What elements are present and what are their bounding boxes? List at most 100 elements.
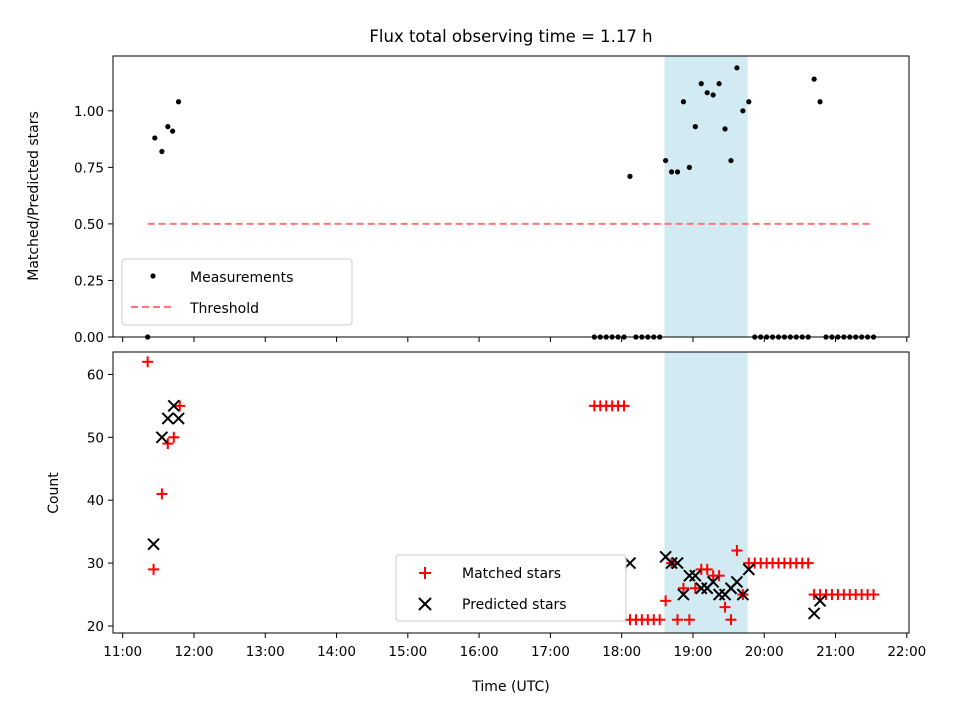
predicted-star-point: [730, 575, 744, 589]
y-tick-label: 50: [87, 430, 104, 446]
highlight-span: [664, 56, 748, 337]
x-tick-label: 21:00: [816, 644, 855, 660]
predicted-star-point: [161, 412, 175, 425]
matched-star-point: [156, 488, 168, 500]
matched-star-point: [672, 614, 684, 626]
x-tick-label: 20:00: [745, 644, 784, 660]
predicted-star-point: [155, 431, 169, 444]
panel-top: 0.00 0.25 0.50 0.75 1.00 Matched/Predicted s…: [26, 55, 910, 346]
xlabel: Time (UTC): [471, 679, 549, 695]
measurement-point: [710, 92, 716, 98]
x-tick-label: 22:00: [887, 644, 926, 660]
matched-star-point: [148, 563, 160, 575]
measurement-point: [152, 135, 158, 141]
y-tick-label: 0.25: [74, 273, 104, 289]
matched-star-point: [618, 400, 630, 412]
bottom-axes-frame: [112, 351, 910, 634]
highlight-span-top: [664, 56, 748, 337]
top-ylabel: Matched/Predicted stars: [26, 111, 42, 281]
matched-star-point: [868, 589, 880, 601]
measurement-point: [627, 173, 633, 179]
x-tick-label: 17:00: [531, 644, 570, 660]
matched-star-point: [725, 614, 737, 626]
measurement-point: [746, 99, 752, 105]
measurement-point: [716, 81, 722, 87]
legend-marker-predicted: [418, 597, 432, 611]
legend-marker-matched: [419, 567, 431, 579]
bottom-legend-box: [395, 554, 627, 622]
predicted-star-point: [807, 607, 821, 620]
measurement-point: [663, 157, 669, 164]
y-tick-label: 20: [87, 619, 104, 635]
y-tick-label: 30: [87, 556, 104, 572]
x-tick-label: 15:00: [388, 644, 427, 660]
matched-star-point: [731, 545, 743, 557]
measurement-point: [686, 164, 692, 170]
x-tick-label: 11:00: [103, 644, 142, 660]
panel-bottom: 11:00 12:00 13:00 14:00 15:00 16:00 17:00 18:00…: [46, 351, 926, 695]
matched-star-point: [162, 438, 174, 450]
legend-label-matched: Matched stars: [462, 566, 561, 582]
measurement-point: [728, 157, 734, 164]
bottom-ylabel: Count: [46, 472, 62, 514]
top-legend: Measurements Threshold: [121, 258, 353, 326]
measurement-point: [817, 99, 823, 105]
x-tick-label: 13:00: [246, 644, 285, 660]
legend-label-predicted: Predicted stars: [462, 597, 567, 613]
measurement-point: [698, 81, 704, 87]
predicted-star-point: [706, 575, 720, 589]
measurement-point: [811, 76, 817, 82]
y-tick-label: 0.50: [74, 217, 104, 233]
x-tick-label: 12:00: [175, 644, 214, 660]
top-axis-ticks: 0.00 0.25 0.50 0.75 1.00: [74, 104, 908, 346]
x-tick-label: 18:00: [602, 644, 641, 660]
x-tick-label: 16:00: [460, 644, 499, 660]
y-tick-label: 40: [87, 493, 104, 509]
predicted-stars-points: [147, 399, 827, 620]
measurement-point: [165, 124, 171, 130]
matched-star-point: [701, 563, 713, 575]
top-legend-box: [121, 258, 353, 326]
legend-label-measurements: Measurements: [190, 270, 293, 286]
predicted-star-point: [677, 588, 690, 601]
predicted-star-point: [167, 399, 180, 413]
matched-star-point: [168, 431, 180, 443]
matched-star-point: [802, 557, 814, 569]
y-tick-label: 0.75: [74, 160, 104, 176]
legend-label-threshold: Threshold: [189, 301, 259, 317]
measurement-point: [740, 108, 746, 114]
predicted-star-point: [742, 563, 755, 576]
measurement-point: [674, 169, 681, 175]
matched-star-point: [654, 614, 666, 626]
y-tick-label: 0.00: [74, 330, 104, 346]
bottom-axis-ticks: 11:00 12:00 13:00 14:00 15:00 16:00 17:00 18:00…: [87, 367, 926, 660]
matched-star-point: [677, 582, 689, 594]
measurement-point: [692, 124, 698, 130]
predicted-star-point: [813, 594, 827, 608]
y-tick-label: 60: [87, 367, 104, 383]
matched-star-point: [689, 582, 701, 594]
x-tick-label: 19:00: [674, 644, 713, 660]
matched-star-point: [660, 595, 672, 607]
measurement-point: [704, 90, 710, 96]
chart-title: Flux total observing time = 1.17 h: [369, 27, 652, 46]
predicted-star-point: [689, 569, 702, 582]
matched-star-point: [174, 400, 186, 412]
legend-marker-measurements: [150, 273, 156, 279]
y-tick-label: 1.00: [74, 104, 104, 120]
measurement-point: [722, 126, 728, 132]
matched-stars-points: [142, 356, 880, 626]
bottom-legend: Matched stars Predicted stars: [395, 554, 627, 622]
matched-star-point: [719, 601, 731, 613]
measurement-point: [734, 65, 740, 71]
predicted-star-point: [736, 588, 750, 601]
predicted-star-point: [172, 412, 185, 425]
x-tick-label: 14:00: [317, 644, 356, 660]
measurement-point: [159, 148, 165, 155]
measurement-point: [175, 99, 182, 105]
matched-star-point: [683, 614, 695, 626]
measurement-point: [680, 99, 687, 105]
matched-star-point: [142, 356, 154, 368]
measurement-point: [169, 128, 176, 134]
